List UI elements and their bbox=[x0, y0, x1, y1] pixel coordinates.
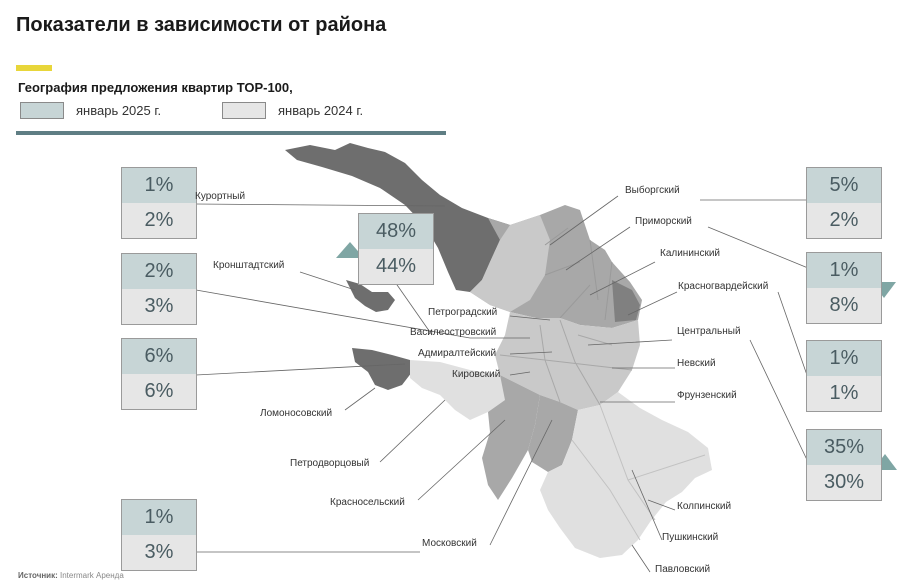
legend-item-2025: январь 2025 г. bbox=[20, 100, 161, 120]
leader-lines bbox=[195, 195, 809, 573]
legend-label-2025: январь 2025 г. bbox=[76, 102, 162, 118]
label-petrodvortsovy: Петродворцовый bbox=[290, 458, 370, 469]
leader-lomonosovsky-label bbox=[344, 387, 376, 411]
arrow-up-center-icon bbox=[336, 242, 364, 258]
label-admiralteysky: Адмиралтейский bbox=[418, 348, 497, 359]
district-kurortny bbox=[285, 143, 510, 292]
district-inner-lines bbox=[499, 319, 633, 406]
value-2024: 3% bbox=[122, 289, 196, 324]
stat-box-center: 48% 44% bbox=[358, 213, 434, 285]
leader-admiralteysky bbox=[509, 351, 553, 355]
label-kronshtadtsky: Кронштадтский bbox=[213, 260, 285, 271]
label-primorsky: Приморский bbox=[635, 216, 692, 227]
label-vasileostrovsky: Василеостровский bbox=[410, 327, 497, 338]
leader-kronshtadtsky bbox=[299, 271, 356, 291]
leader-krasnogvardeysky bbox=[627, 291, 678, 316]
chart-subtitle: География предложения квартир ТОР-100, bbox=[18, 80, 293, 95]
label-tsentralny: Центральный bbox=[677, 326, 741, 337]
label-nevsky: Невский bbox=[677, 358, 716, 369]
leader-primorsky bbox=[565, 226, 631, 271]
legend-swatch-2025 bbox=[20, 101, 64, 119]
value-2024: 30% bbox=[807, 465, 881, 500]
leader-pavlovsky bbox=[631, 544, 651, 573]
header-divider bbox=[16, 131, 446, 135]
legend-item-2024: январь 2024 г. bbox=[222, 100, 363, 120]
leader-tsentralny bbox=[587, 339, 809, 463]
leader-lomonosovsky bbox=[195, 363, 406, 376]
leader-vasileostrovsky bbox=[195, 289, 530, 339]
value-2024: 1% bbox=[807, 376, 881, 411]
label-moskovsky: Московский bbox=[422, 538, 477, 549]
leader-krasnogvardeysky-box bbox=[777, 291, 809, 379]
district-south-lines bbox=[571, 404, 706, 541]
stat-box-nevsky: 35% 30% bbox=[806, 429, 882, 501]
district-petrodvortsovy bbox=[410, 360, 520, 420]
source-label: Источник: bbox=[18, 571, 58, 580]
district-krasnoselsky bbox=[482, 375, 540, 500]
value-2025: 5% bbox=[807, 168, 881, 203]
district-outline-lines bbox=[544, 227, 613, 321]
leader-moskovsky bbox=[196, 419, 553, 553]
value-2024: 44% bbox=[359, 249, 433, 284]
district-kronshtadtsky bbox=[346, 280, 395, 312]
stat-box-moskovsky: 1% 3% bbox=[121, 499, 197, 571]
accent-bar bbox=[16, 65, 52, 71]
value-2024: 8% bbox=[807, 288, 881, 323]
value-2024: 3% bbox=[122, 535, 196, 570]
label-krasnoselsky: Красносельский bbox=[330, 497, 405, 508]
leader-krasnoselsky bbox=[417, 419, 506, 501]
district-moskovsky bbox=[528, 395, 578, 472]
value-2024: 2% bbox=[807, 203, 881, 238]
label-kurortny: Курортный bbox=[195, 191, 246, 202]
value-2025: 6% bbox=[122, 339, 196, 374]
source-note: Источник: Intermark Аренда bbox=[18, 571, 124, 580]
leader-petrodvortsovy bbox=[379, 399, 446, 463]
value-2025: 35% bbox=[807, 430, 881, 465]
value-2024: 6% bbox=[122, 374, 196, 409]
value-2025: 48% bbox=[359, 214, 433, 249]
stat-box-vyborgsky: 5% 2% bbox=[806, 167, 882, 239]
leader-petrogradsky bbox=[509, 315, 551, 321]
leader-pushkinsky bbox=[631, 469, 663, 541]
stat-box-lomonosovsky: 6% 6% bbox=[121, 338, 197, 410]
label-vyborgsky: Выборгский bbox=[625, 185, 680, 196]
leader-kalininsky bbox=[589, 261, 656, 296]
leader-kurortny bbox=[195, 203, 446, 207]
value-2024: 2% bbox=[122, 203, 196, 238]
label-kalininsky: Калининский bbox=[660, 248, 720, 259]
leader-center-box bbox=[394, 281, 433, 336]
leader-kirovsky bbox=[509, 371, 531, 376]
district-primorsky bbox=[470, 215, 550, 312]
stat-box-kronshtadtsky: 2% 3% bbox=[121, 253, 197, 325]
leader-kolpinsky bbox=[647, 499, 676, 511]
legend-label-2024: январь 2024 г. bbox=[278, 102, 364, 118]
source-value: Intermark Аренда bbox=[60, 571, 124, 580]
value-2025: 2% bbox=[122, 254, 196, 289]
label-kirovsky: Кировский bbox=[452, 369, 501, 380]
label-frunzensky: Фрунзенский bbox=[677, 390, 737, 401]
value-2025: 1% bbox=[807, 341, 881, 376]
district-lomonosovsky bbox=[352, 348, 412, 390]
leader-vyborgsky bbox=[549, 195, 619, 246]
label-petrogradsky: Петроградский bbox=[428, 307, 498, 318]
value-2025: 1% bbox=[122, 500, 196, 535]
stat-box-primorsky: 1% 8% bbox=[806, 252, 882, 324]
label-pushkinsky: Пушкинский bbox=[662, 532, 719, 543]
stat-box-tsentralny: 1% 1% bbox=[806, 340, 882, 412]
district-center bbox=[495, 312, 640, 410]
value-2025: 1% bbox=[807, 253, 881, 288]
label-kolpinsky: Колпинский bbox=[677, 501, 732, 512]
value-2025: 1% bbox=[122, 168, 196, 203]
district-krasnogvardeysky bbox=[612, 280, 640, 322]
label-pavlovsky: Павловский bbox=[655, 564, 711, 575]
label-lomonosovsky: Ломоносовский bbox=[260, 408, 333, 419]
page-title: Показатели в зависимости от района bbox=[16, 14, 387, 36]
stat-box-kurortny: 1% 2% bbox=[121, 167, 197, 239]
leader-primorsky-box bbox=[707, 226, 809, 269]
label-krasnogvardeysky: Красногвардейский bbox=[678, 281, 769, 292]
legend-swatch-2024 bbox=[222, 101, 266, 119]
